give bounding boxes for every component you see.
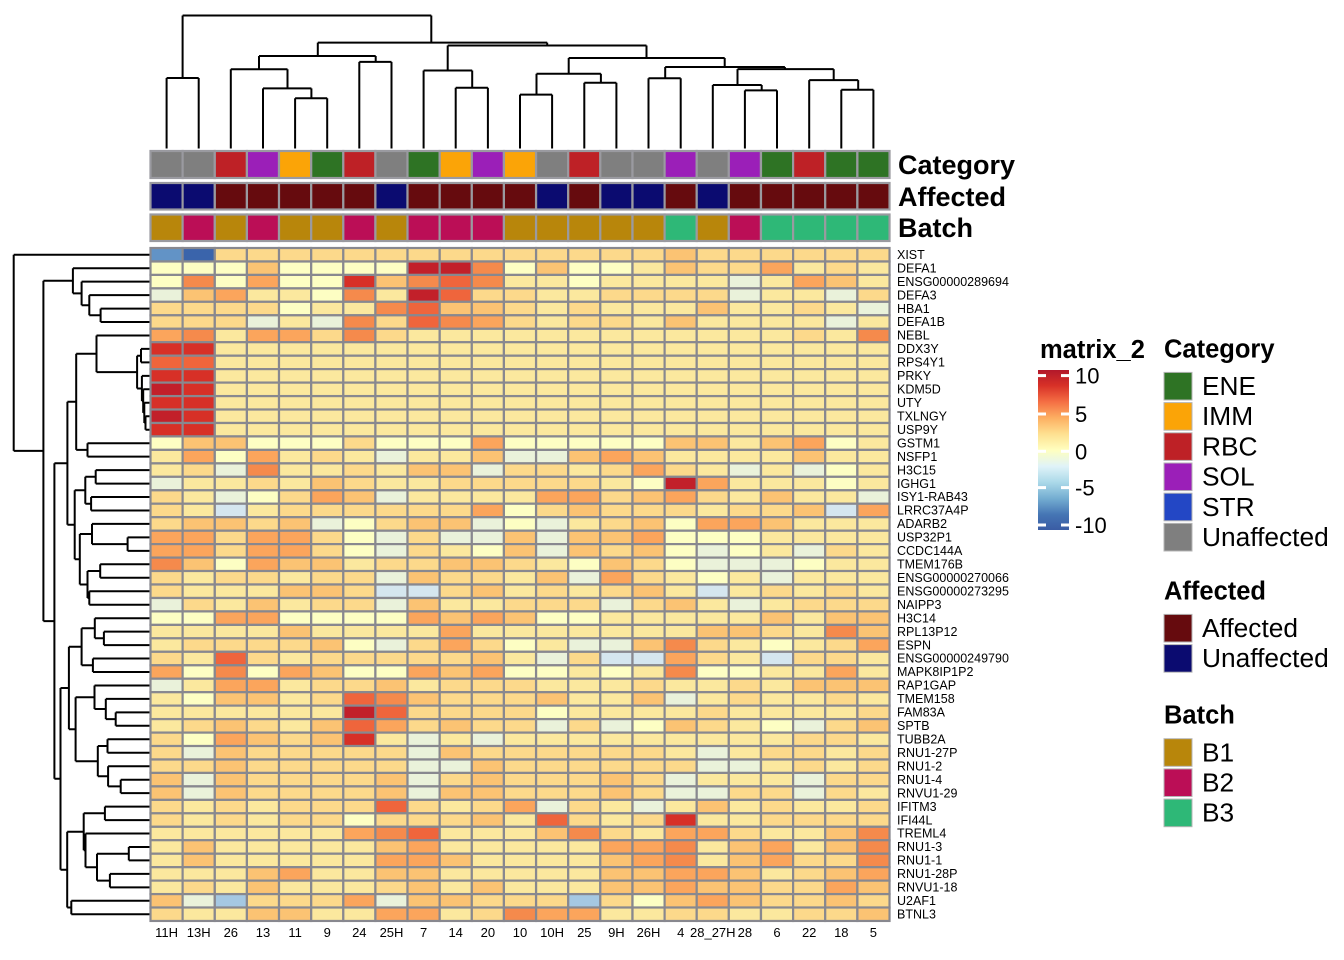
svg-text:ENSG00000273295: ENSG00000273295 xyxy=(897,584,1009,598)
svg-text:14: 14 xyxy=(448,925,462,940)
svg-text:IFI44L: IFI44L xyxy=(897,813,932,827)
svg-text:GSTM1: GSTM1 xyxy=(897,436,940,450)
svg-text:22: 22 xyxy=(802,925,816,940)
svg-text:FAM83A: FAM83A xyxy=(897,706,946,720)
svg-text:DEFA1: DEFA1 xyxy=(897,261,937,275)
svg-text:5: 5 xyxy=(1075,402,1087,427)
svg-text:MAPK8IP1P2: MAPK8IP1P2 xyxy=(897,665,973,679)
svg-text:BTNL3: BTNL3 xyxy=(897,908,936,922)
svg-text:Category: Category xyxy=(1164,335,1275,363)
svg-text:0: 0 xyxy=(1075,439,1087,464)
svg-text:B3: B3 xyxy=(1202,798,1234,828)
svg-text:USP9Y: USP9Y xyxy=(897,423,939,437)
svg-text:PRKY: PRKY xyxy=(897,369,932,383)
svg-text:Affected: Affected xyxy=(1164,577,1266,605)
svg-text:IGHG1: IGHG1 xyxy=(897,477,936,491)
svg-text:DDX3Y: DDX3Y xyxy=(897,342,939,356)
svg-text:TREML4: TREML4 xyxy=(897,827,946,841)
svg-text:20: 20 xyxy=(481,925,495,940)
svg-text:ENSG00000270066: ENSG00000270066 xyxy=(897,571,1009,585)
svg-text:10H: 10H xyxy=(540,925,564,940)
svg-text:ENSG00000289694: ENSG00000289694 xyxy=(897,275,1009,289)
svg-text:Unaffected: Unaffected xyxy=(1202,643,1329,673)
svg-text:9: 9 xyxy=(324,925,331,940)
svg-text:ADARB2: ADARB2 xyxy=(897,517,947,531)
svg-text:25: 25 xyxy=(577,925,591,940)
svg-text:Affected: Affected xyxy=(898,182,1006,212)
svg-text:USP32P1: USP32P1 xyxy=(897,531,952,545)
svg-text:SPTB: SPTB xyxy=(897,719,930,733)
svg-text:-10: -10 xyxy=(1075,513,1107,538)
svg-text:RNU1-1: RNU1-1 xyxy=(897,854,942,868)
svg-text:DEFA3: DEFA3 xyxy=(897,288,937,302)
svg-text:NEBL: NEBL xyxy=(897,329,930,343)
svg-text:Affected: Affected xyxy=(1202,613,1298,643)
svg-text:RPL13P12: RPL13P12 xyxy=(897,625,958,639)
svg-text:SOL: SOL xyxy=(1202,462,1255,492)
svg-text:Category: Category xyxy=(898,150,1015,180)
svg-text:H3C15: H3C15 xyxy=(897,463,936,477)
svg-text:28: 28 xyxy=(738,925,752,940)
svg-text:5: 5 xyxy=(870,925,877,940)
svg-text:ENE: ENE xyxy=(1202,371,1256,401)
svg-text:13: 13 xyxy=(256,925,270,940)
svg-text:B2: B2 xyxy=(1202,768,1234,798)
svg-text:11H: 11H xyxy=(155,925,178,940)
svg-text:HBA1: HBA1 xyxy=(897,302,930,316)
svg-text:RAP1GAP: RAP1GAP xyxy=(897,679,956,693)
svg-text:RPS4Y1: RPS4Y1 xyxy=(897,356,945,370)
svg-text:UTY: UTY xyxy=(897,396,923,410)
svg-text:13H: 13H xyxy=(187,925,211,940)
svg-text:10: 10 xyxy=(513,925,527,940)
svg-text:6: 6 xyxy=(773,925,780,940)
svg-text:CCDC144A: CCDC144A xyxy=(897,544,963,558)
svg-text:LRRC37A4P: LRRC37A4P xyxy=(897,504,969,518)
svg-text:RNU1-27P: RNU1-27P xyxy=(897,746,957,760)
svg-text:25H: 25H xyxy=(380,925,404,940)
svg-text:10: 10 xyxy=(1075,364,1099,389)
svg-text:ENSG00000249790: ENSG00000249790 xyxy=(897,652,1009,666)
svg-text:B1: B1 xyxy=(1202,737,1234,767)
svg-text:XIST: XIST xyxy=(897,248,925,262)
svg-text:TMEM176B: TMEM176B xyxy=(897,558,963,572)
svg-text:RBC: RBC xyxy=(1202,431,1258,461)
svg-text:26: 26 xyxy=(224,925,238,940)
svg-text:18: 18 xyxy=(834,925,848,940)
svg-text:matrix_2: matrix_2 xyxy=(1040,336,1145,364)
svg-text:Batch: Batch xyxy=(1164,702,1235,730)
svg-text:26H: 26H xyxy=(637,925,661,940)
svg-text:11: 11 xyxy=(288,925,302,940)
svg-text:ISY1-RAB43: ISY1-RAB43 xyxy=(897,490,968,504)
svg-text:7: 7 xyxy=(420,925,427,940)
svg-text:ESPN: ESPN xyxy=(897,638,931,652)
svg-text:Batch: Batch xyxy=(898,213,973,243)
svg-text:IMM: IMM xyxy=(1202,401,1253,431)
svg-text:-5: -5 xyxy=(1075,476,1095,501)
svg-text:Unaffected: Unaffected xyxy=(1202,522,1329,552)
svg-text:NAIPP3: NAIPP3 xyxy=(897,598,942,612)
svg-text:RNVU1-18: RNVU1-18 xyxy=(897,881,957,895)
svg-text:KDM5D: KDM5D xyxy=(897,383,941,397)
svg-text:4: 4 xyxy=(677,925,684,940)
svg-text:9H: 9H xyxy=(608,925,625,940)
svg-text:NSFP1: NSFP1 xyxy=(897,450,937,464)
svg-text:RNVU1-29: RNVU1-29 xyxy=(897,786,957,800)
svg-text:RNU1-2: RNU1-2 xyxy=(897,759,942,773)
svg-text:U2AF1: U2AF1 xyxy=(897,894,936,908)
svg-text:RNU1-28P: RNU1-28P xyxy=(897,867,957,881)
svg-text:RNU1-3: RNU1-3 xyxy=(897,840,942,854)
svg-text:STR: STR xyxy=(1202,492,1255,522)
svg-text:TMEM158: TMEM158 xyxy=(897,692,955,706)
svg-text:TUBB2A: TUBB2A xyxy=(897,733,946,747)
svg-text:24: 24 xyxy=(352,925,366,940)
svg-text:H3C14: H3C14 xyxy=(897,611,936,625)
svg-text:DEFA1B: DEFA1B xyxy=(897,315,945,329)
svg-text:IFITM3: IFITM3 xyxy=(897,800,937,814)
svg-text:TXLNGY: TXLNGY xyxy=(897,409,948,423)
svg-text:28_27H: 28_27H xyxy=(690,925,736,940)
svg-text:RNU1-4: RNU1-4 xyxy=(897,773,942,787)
